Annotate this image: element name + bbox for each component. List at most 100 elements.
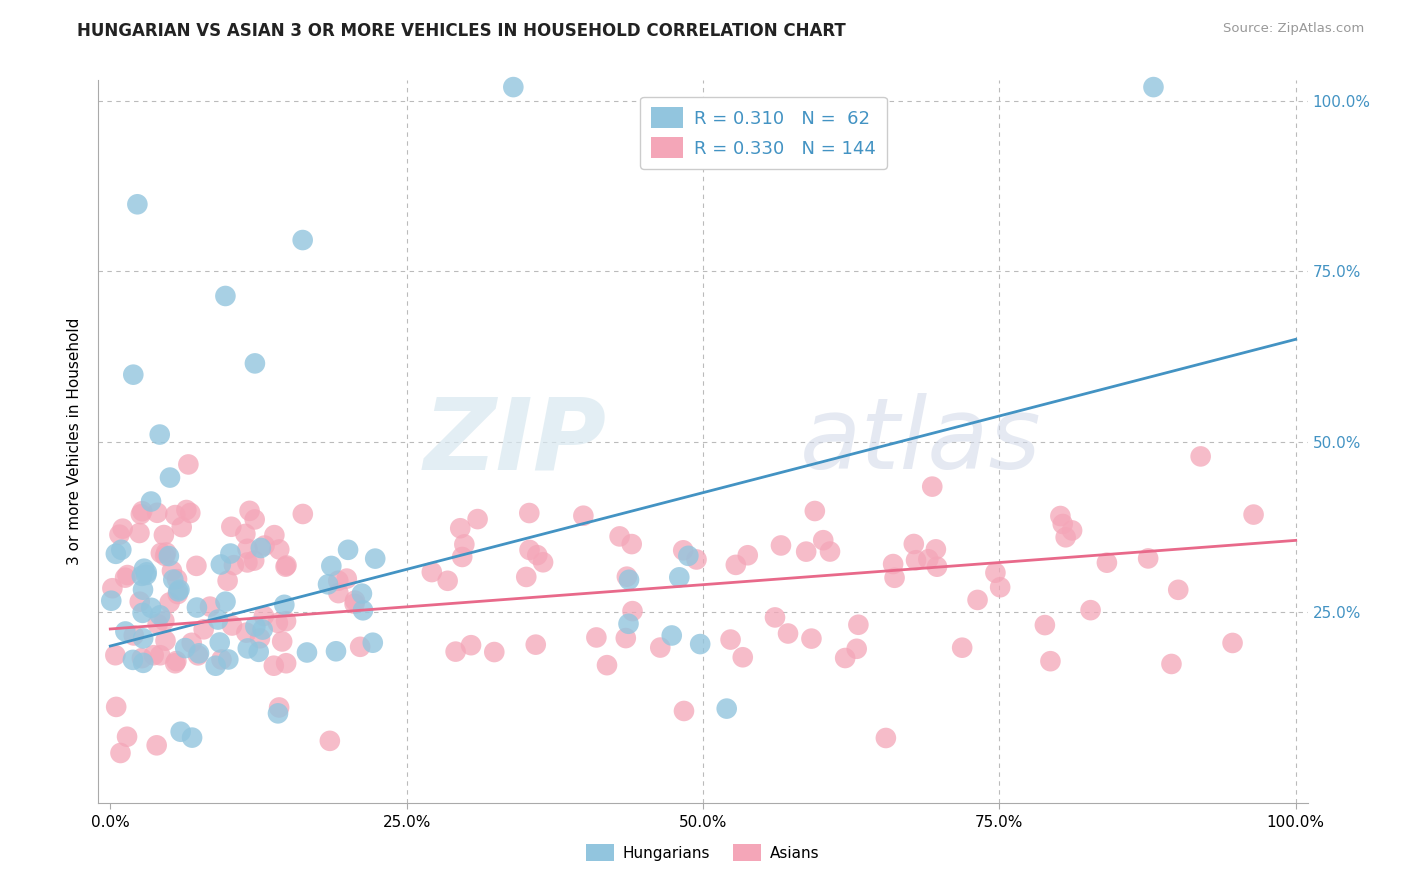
Point [243,512,266,526]
Point [917,552,939,566]
Point [905,553,928,567]
Point [460,638,482,652]
Point [882,557,904,571]
Point [621,604,644,618]
Point [214,289,236,303]
Point [149,648,172,663]
Point [661,628,683,642]
Point [219,547,242,561]
Point [176,503,198,517]
Point [349,640,371,654]
Point [170,520,193,534]
Point [111,522,134,536]
Point [128,595,150,609]
Point [115,730,138,744]
Point [167,584,190,599]
Point [276,558,298,573]
Point [169,724,191,739]
Point [966,593,988,607]
Point [813,533,835,548]
Point [950,640,973,655]
Point [149,427,172,442]
Point [236,541,259,556]
Point [1142,80,1164,95]
Point [122,368,145,382]
Point [337,542,360,557]
Point [153,528,176,542]
Point [142,648,165,663]
Point [524,638,547,652]
Point [585,631,607,645]
Text: HUNGARIAN VS ASIAN 3 OR MORE VEHICLES IN HOUSEHOLD CORRELATION CHART: HUNGARIAN VS ASIAN 3 OR MORE VEHICLES IN… [77,22,846,40]
Point [988,580,1011,594]
Point [794,544,817,558]
Point [243,553,266,567]
Point [515,570,537,584]
Point [800,632,823,646]
Point [271,634,294,648]
Point [263,658,285,673]
Point [883,571,905,585]
Point [526,548,548,562]
Point [776,626,799,640]
Point [157,549,180,563]
Point [110,542,132,557]
Point [131,606,153,620]
Point [343,593,366,607]
Point [209,558,232,572]
Point [104,648,127,663]
Point [239,504,262,518]
Point [162,573,184,587]
Point [263,528,285,542]
Point [269,700,291,714]
Point [132,632,155,646]
Point [614,631,637,645]
Point [620,537,643,551]
Point [502,80,524,95]
Point [1049,508,1071,523]
Point [117,568,139,582]
Point [128,526,150,541]
Point [253,609,276,624]
Point [921,480,943,494]
Point [181,731,204,745]
Point [467,512,489,526]
Point [141,600,163,615]
Point [236,556,259,570]
Point [291,233,314,247]
Point [1052,516,1074,531]
Point [207,613,229,627]
Point [295,645,318,659]
Point [720,632,742,647]
Point [145,739,167,753]
Point [131,651,153,665]
Point [267,706,290,721]
Point [135,566,157,580]
Point [724,558,747,572]
Point [153,614,176,628]
Point [193,623,215,637]
Point [903,537,925,551]
Point [291,507,314,521]
Point [804,504,827,518]
Point [328,574,350,588]
Point [132,562,155,576]
Point [273,598,295,612]
Point [451,549,474,564]
Point [1167,582,1189,597]
Point [139,494,162,508]
Point [1222,636,1244,650]
Point [731,650,754,665]
Point [235,625,257,640]
Point [132,582,155,597]
Point [122,653,145,667]
Point [1160,657,1182,671]
Point [110,746,132,760]
Point [132,656,155,670]
Point [236,641,259,656]
Text: ZIP: ZIP [423,393,606,490]
Point [127,197,149,211]
Y-axis label: 3 or more Vehicles in Household: 3 or more Vehicles in Household [67,318,83,566]
Point [174,641,197,656]
Point [221,618,243,632]
